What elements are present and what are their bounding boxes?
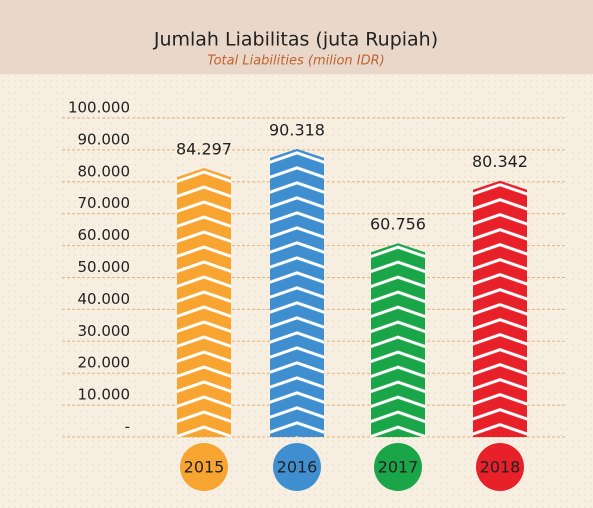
y-tick-label: 100.000 [68, 99, 130, 117]
y-tick-label: - [125, 418, 130, 436]
y-tick-label: 60.000 [78, 226, 131, 244]
y-tick-label: 40.000 [78, 290, 131, 308]
x-tick-label: 2017 [378, 458, 419, 477]
category-badge [273, 443, 321, 491]
x-tick-label: 2016 [277, 458, 318, 477]
y-tick-label: 80.000 [78, 162, 131, 180]
value-label: 80.342 [472, 152, 528, 171]
category-badge [476, 443, 524, 491]
category-badge [180, 443, 228, 491]
value-label: 84.297 [176, 140, 232, 159]
y-tick-label: 70.000 [78, 194, 131, 212]
chart-title: Jumlah Liabilitas (juta Rupiah) [153, 29, 438, 51]
y-tick-label: 90.000 [78, 130, 131, 148]
x-tick-label: 2015 [184, 458, 225, 477]
chart-subtitle: Total Liabilities (milion IDR) [207, 54, 384, 69]
bar-chevrons [177, 168, 231, 437]
header-band [0, 0, 593, 74]
bar-chevrons [270, 148, 324, 438]
bar-chevrons [473, 180, 527, 437]
bar-chevrons [371, 243, 425, 437]
y-tick-label: 20.000 [78, 354, 131, 372]
category-badge [374, 443, 422, 491]
y-tick-label: 30.000 [78, 322, 131, 340]
value-label: 60.756 [370, 215, 426, 234]
y-tick-label: 10.000 [78, 386, 131, 404]
x-tick-label: 2018 [480, 458, 521, 477]
y-tick-label: 50.000 [78, 258, 131, 276]
value-label: 90.318 [269, 120, 325, 139]
